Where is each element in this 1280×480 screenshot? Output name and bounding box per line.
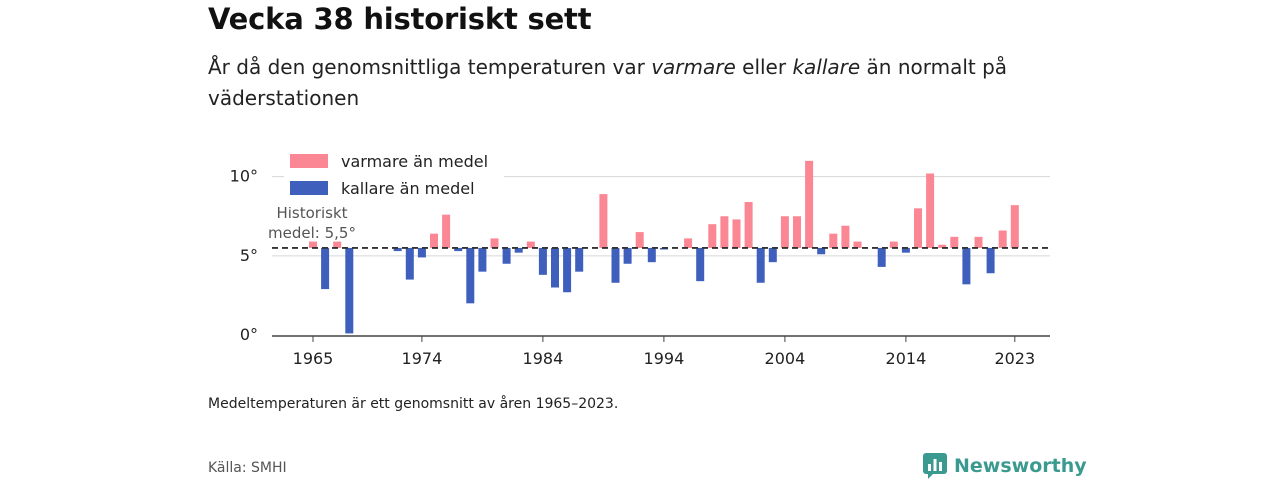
legend-cold-label: kallare än medel: [341, 179, 475, 198]
bar-1992: [635, 232, 644, 248]
bar-1989: [599, 194, 608, 248]
bar-1974: [417, 247, 426, 258]
bar-2004: [780, 216, 789, 248]
brand-name: Newsworthy: [954, 455, 1087, 477]
bar-1972: [393, 247, 402, 252]
x-axis-ticks: 1965 1974 1984 1994 2004 2014 2023: [293, 336, 1035, 368]
bar-chart: 0° 5° 10° 1965 1974 1984 1994 2004 2014 2023 His…: [230, 149, 1050, 368]
bar-2021: [986, 247, 995, 274]
bar-2000: [732, 219, 741, 248]
bar-1966: [321, 247, 330, 290]
bar-1978: [466, 247, 475, 304]
x-tick-label: 1994: [644, 349, 685, 368]
bar-1976: [442, 214, 451, 248]
bar-1979: [478, 247, 487, 272]
bar-2017: [938, 244, 947, 248]
y-tick-label: 0°: [240, 325, 258, 344]
x-tick-label: 1974: [402, 349, 443, 368]
bar-1993: [647, 247, 656, 263]
legend: varmare än medel kallare än medel: [284, 149, 504, 207]
chart-title: Vecka 38 historiskt sett: [208, 2, 592, 36]
bar-1998: [708, 224, 717, 248]
brand-logo: Newsworthy: [922, 452, 1087, 480]
bar-1975: [430, 233, 438, 248]
subtitle-part3: än normalt på väderstationen: [208, 55, 1008, 110]
x-tick-label: 1984: [523, 349, 564, 368]
chart-subtitle: År då den genomsnittliga temperaturen va…: [208, 52, 1038, 114]
bar-2009: [841, 225, 850, 248]
bar-1968: [345, 247, 354, 334]
bar-1984: [538, 247, 547, 275]
bar-1990: [611, 247, 620, 283]
bar-2013: [889, 241, 898, 248]
bar-2020: [974, 236, 983, 248]
bar-2019: [962, 247, 971, 285]
bar-2014: [901, 247, 910, 253]
bar-2003: [768, 247, 777, 263]
bar-2010: [853, 241, 862, 248]
x-tick-label: 2023: [994, 349, 1035, 368]
bar-2008: [829, 233, 838, 248]
legend-warm-label: varmare än medel: [341, 152, 488, 171]
bar-1985: [551, 247, 559, 288]
bar-2018: [950, 236, 959, 248]
subtitle-warm-word: varmare: [651, 55, 736, 79]
bar-2015: [914, 208, 922, 248]
bar-1967: [333, 241, 342, 248]
y-tick-label: 10°: [230, 167, 258, 186]
x-tick-label: 2004: [765, 349, 806, 368]
bar-1981: [502, 247, 511, 264]
bar-1965: [309, 241, 317, 248]
bar-1980: [490, 238, 499, 248]
baseline-label-line2: medel: 5,5°: [268, 224, 356, 242]
subtitle-part2: eller: [735, 55, 793, 79]
bar-1996: [684, 238, 693, 248]
bar-series: [309, 160, 1019, 334]
bar-2002: [756, 247, 765, 283]
bar-2016: [926, 173, 935, 248]
bar-1991: [623, 247, 632, 264]
y-tick-label: 5°: [240, 246, 258, 265]
legend-warm-swatch: [290, 154, 328, 168]
bar-2001: [744, 202, 753, 248]
y-axis-labels: 0° 5° 10°: [230, 167, 258, 344]
bar-1986: [563, 247, 572, 293]
subtitle-cold-word: kallare: [792, 55, 861, 79]
bar-1997: [696, 247, 705, 282]
bar-1987: [575, 247, 584, 272]
bar-1983: [526, 241, 535, 248]
bar-2012: [877, 247, 886, 267]
x-tick-label: 1965: [293, 349, 334, 368]
legend-cold-swatch: [290, 181, 328, 195]
bar-2022: [998, 230, 1007, 248]
bar-2005: [793, 216, 801, 248]
bar-2006: [805, 160, 814, 248]
x-tick-label: 2014: [886, 349, 927, 368]
chart-note: Medeltemperaturen är ett genomsnitt av å…: [208, 396, 619, 412]
newsworthy-logo-icon: [923, 453, 947, 479]
baseline-label-line1: Historiskt: [276, 204, 347, 222]
source-credit: Källa: SMHI: [208, 460, 287, 476]
bar-1973: [405, 247, 414, 280]
bar-1977: [454, 247, 463, 252]
bar-1982: [514, 247, 523, 253]
bar-2007: [817, 247, 826, 255]
bar-1999: [720, 216, 729, 248]
subtitle-part1: År då den genomsnittliga temperaturen va…: [208, 55, 652, 79]
bar-2023: [1010, 205, 1019, 248]
